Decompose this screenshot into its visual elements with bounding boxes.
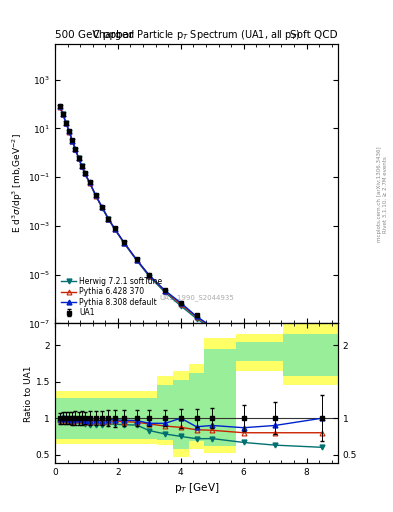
Pythia 6.428 370 [64,120,68,126]
Pythia 6.428 370 [61,111,65,117]
Pythia 8.308 default [178,300,183,306]
Pythia 6.428 370 [100,204,105,210]
Herwig 7.2.1 softTune [320,383,325,389]
Pythia 8.308 default [106,216,111,222]
Herwig 7.2.1 softTune [194,315,199,322]
Bar [189,364,204,449]
Pythia 6.428 370 [194,314,199,320]
Herwig 7.2.1 softTune [273,362,277,369]
Herwig 7.2.1 softTune [178,303,183,309]
Herwig 7.2.1 softTune [106,217,111,223]
Herwig 7.2.1 softTune [163,289,167,295]
Pythia 8.308 default [210,324,215,330]
Line: Pythia 6.428 370: Pythia 6.428 370 [57,104,325,386]
Pythia 8.308 default [76,155,81,161]
Legend: Herwig 7.2.1 softTune, Pythia 6.428 370, Pythia 8.308 default, UA1: Herwig 7.2.1 softTune, Pythia 6.428 370,… [59,274,165,319]
Pythia 8.308 default [79,163,84,169]
Herwig 7.2.1 softTune [147,273,152,280]
Pythia 8.308 default [194,313,199,319]
Text: 500 GeV ppbar: 500 GeV ppbar [55,30,133,40]
Pythia 8.308 default [122,240,127,246]
Bar [157,386,173,440]
Herwig 7.2.1 softTune [76,155,81,161]
Herwig 7.2.1 softTune [73,147,78,153]
Pythia 8.308 default [73,146,78,153]
Pythia 6.428 370 [76,155,81,161]
Pythia 6.428 370 [70,138,75,144]
Bar [236,334,283,371]
Pythia 8.308 default [163,287,167,293]
Pythia 8.308 default [87,179,92,185]
Text: mcplots.cern.ch [arXiv:1306.3436]: mcplots.cern.ch [arXiv:1306.3436] [377,147,382,242]
Pythia 6.428 370 [106,216,111,222]
Pythia 8.308 default [94,193,98,199]
Pythia 8.308 default [64,120,68,126]
Herwig 7.2.1 softTune [79,163,84,169]
Herwig 7.2.1 softTune [122,240,127,246]
Y-axis label: Ratio to UA1: Ratio to UA1 [24,365,33,422]
Herwig 7.2.1 softTune [61,112,65,118]
Pythia 6.428 370 [210,325,215,331]
Pythia 6.428 370 [79,163,84,169]
Text: Soft QCD: Soft QCD [290,30,338,40]
Herwig 7.2.1 softTune [67,129,72,135]
Pythia 8.308 default [61,111,65,117]
Pythia 6.428 370 [320,380,325,386]
Pythia 6.428 370 [273,360,277,366]
Title: Charged Particle p$_T$ Spectrum (UA1, all p$_T$): Charged Particle p$_T$ Spectrum (UA1, al… [92,28,301,42]
Bar [173,371,189,457]
Pythia 8.308 default [70,138,75,144]
Text: UA1_1990_S2044935: UA1_1990_S2044935 [159,294,234,301]
Bar [283,324,338,386]
Bar [55,398,157,439]
Pythia 8.308 default [320,377,325,383]
Bar [204,349,236,446]
Bar [157,376,173,445]
Herwig 7.2.1 softTune [94,193,98,199]
Line: Herwig 7.2.1 softTune: Herwig 7.2.1 softTune [57,104,325,389]
Pythia 8.308 default [100,204,105,210]
Herwig 7.2.1 softTune [70,138,75,144]
Herwig 7.2.1 softTune [57,104,62,110]
Pythia 6.428 370 [122,240,127,246]
Pythia 8.308 default [273,358,277,365]
Pythia 6.428 370 [112,226,117,232]
Bar [283,334,338,376]
Pythia 8.308 default [134,257,139,263]
Bar [55,391,157,444]
Pythia 6.428 370 [67,129,72,135]
Pythia 8.308 default [67,129,72,135]
Y-axis label: E d$^3\sigma$/dp$^3$ [mb,GeV$^{-2}$]: E d$^3\sigma$/dp$^3$ [mb,GeV$^{-2}$] [11,134,25,233]
Pythia 6.428 370 [163,288,167,294]
Herwig 7.2.1 softTune [83,170,87,177]
Pythia 6.428 370 [57,103,62,110]
Pythia 6.428 370 [134,257,139,263]
Pythia 8.308 default [241,344,246,350]
Pythia 8.308 default [147,272,152,279]
Pythia 6.428 370 [73,146,78,153]
Pythia 6.428 370 [241,344,246,350]
Pythia 6.428 370 [178,301,183,307]
Pythia 8.308 default [112,226,117,232]
Herwig 7.2.1 softTune [87,180,92,186]
Pythia 6.428 370 [87,180,92,186]
X-axis label: p$_T$ [GeV]: p$_T$ [GeV] [174,481,219,496]
Bar [189,373,204,441]
Pythia 6.428 370 [83,170,87,177]
Pythia 6.428 370 [147,272,152,279]
Herwig 7.2.1 softTune [64,120,68,126]
Bar [173,380,189,449]
Text: Rivet 3.1.10, ≥ 2.7M events: Rivet 3.1.10, ≥ 2.7M events [383,156,387,233]
Herwig 7.2.1 softTune [134,258,139,264]
Herwig 7.2.1 softTune [100,205,105,211]
Line: Pythia 8.308 default: Pythia 8.308 default [57,104,325,383]
Pythia 8.308 default [83,170,87,176]
Herwig 7.2.1 softTune [210,326,215,332]
Bar [236,342,283,361]
Herwig 7.2.1 softTune [112,226,117,232]
Bar [204,338,236,453]
Pythia 8.308 default [57,103,62,110]
Herwig 7.2.1 softTune [241,346,246,352]
Pythia 6.428 370 [94,193,98,199]
